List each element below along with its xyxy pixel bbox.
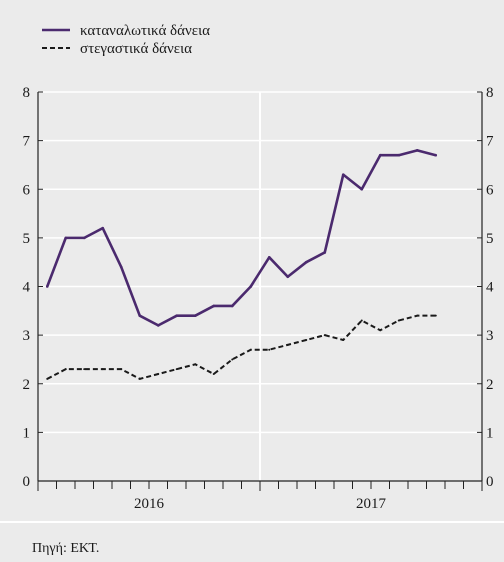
housing-loans-line	[46, 314, 436, 380]
consumer-loans-line	[46, 149, 437, 327]
housing-loans-point	[416, 314, 419, 317]
y-tick-label-right: 6	[486, 182, 494, 198]
axes	[37, 91, 483, 491]
y-tick-label-right: 7	[486, 134, 494, 150]
x-tick-label: 2016	[134, 496, 165, 512]
consumer-loans-point	[138, 314, 142, 317]
consumer-loans-point	[193, 314, 197, 317]
y-tick-label-right: 5	[486, 231, 494, 247]
consumer-loans-point	[156, 324, 160, 327]
y-tick-label-right: 1	[486, 425, 494, 441]
consumer-loans-point	[415, 149, 419, 152]
housing-loans-point	[305, 338, 308, 341]
consumer-loans-point	[82, 236, 86, 240]
housing-loans-point	[397, 319, 400, 322]
y-tick-label-left: 7	[23, 134, 31, 150]
y-tick-label-left: 4	[23, 280, 31, 296]
housing-loans-point	[46, 377, 49, 380]
y-tick-label-left: 1	[23, 425, 31, 441]
housing-loans-point	[360, 319, 363, 322]
consumer-loans-point	[212, 304, 216, 308]
consumer-loans-point	[378, 153, 382, 157]
consumer-loans-point	[360, 187, 364, 191]
source-divider	[0, 521, 504, 523]
y-tick-label-right: 8	[486, 85, 494, 101]
consumer-loans-point	[64, 236, 68, 240]
consumer-loans-point	[304, 260, 308, 264]
y-tick-label-left: 5	[23, 231, 31, 247]
legend-label-consumer-loans: καταναλωτικά δάνεια	[80, 23, 210, 39]
legend-label-housing-loans: στεγαστικά δάνεια	[80, 41, 192, 57]
consumer-loans-point	[286, 275, 290, 279]
housing-loans-point	[64, 368, 67, 371]
housing-loans-point	[138, 377, 141, 380]
y-tick-label-left: 8	[23, 85, 31, 101]
consumer-loans-point	[45, 285, 49, 288]
y-tick-label-right: 2	[486, 377, 494, 393]
housing-loans-point	[175, 368, 178, 371]
housing-loans-point	[157, 373, 160, 376]
housing-loans-point	[379, 329, 382, 332]
source-note: Πηγή: ΕΚΤ.	[32, 541, 99, 556]
y-tick-label-left: 6	[23, 182, 31, 198]
housing-loans-point	[120, 368, 123, 371]
consumer-loans-point	[119, 265, 123, 269]
consumer-loans-point	[323, 251, 327, 254]
consumer-loans-point	[101, 226, 105, 230]
housing-loans-point	[231, 358, 234, 361]
consumer-loans-point	[397, 153, 401, 157]
consumer-loans-point	[341, 173, 345, 176]
gridlines	[38, 91, 482, 481]
consumer-loans-point	[434, 153, 438, 157]
y-tick-label-left: 3	[23, 328, 31, 344]
housing-loans-point	[212, 373, 215, 376]
y-tick-label-right: 4	[486, 280, 494, 296]
housing-loans-point	[249, 348, 252, 351]
consumer-loans-point	[230, 304, 234, 308]
y-tick-label-right: 0	[486, 474, 494, 490]
y-tick-label-left: 0	[23, 474, 31, 490]
consumer-loans-point	[175, 314, 179, 317]
housing-loans-point	[342, 338, 345, 341]
housing-loans-point	[434, 314, 437, 317]
housing-loans-point	[268, 348, 271, 351]
tick-labels: 0 0 1 1 2 2 3 3 4 4 5 5 6 6 7 7 8 8 2016 2017	[23, 85, 495, 512]
x-tick-label: 2017	[356, 496, 387, 512]
y-tick-label-left: 2	[23, 377, 31, 393]
housing-loans-point	[323, 334, 326, 337]
housing-loans-point	[194, 363, 197, 366]
series-layer	[45, 149, 438, 380]
consumer-loans-point	[267, 256, 271, 259]
y-tick-label-right: 3	[486, 328, 494, 344]
legend: καταναλωτικά δάνεια στεγαστικά δάνεια	[42, 23, 210, 57]
housing-loans-point	[101, 368, 104, 371]
consumer-loans-point	[249, 285, 253, 288]
housing-loans-point	[286, 343, 289, 346]
housing-loans-point	[83, 368, 86, 371]
